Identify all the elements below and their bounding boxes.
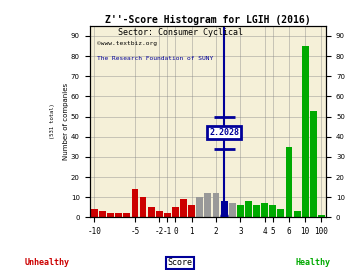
Bar	[237, 205, 244, 217]
Bar	[148, 207, 154, 217]
Text: The Research Foundation of SUNY: The Research Foundation of SUNY	[96, 56, 213, 62]
Text: Unhealthy: Unhealthy	[24, 258, 69, 267]
Text: (531 total): (531 total)	[50, 104, 55, 140]
Text: Healthy: Healthy	[296, 258, 331, 267]
Bar	[140, 197, 147, 217]
Bar	[302, 46, 309, 217]
Bar	[164, 213, 171, 217]
Bar	[107, 213, 114, 217]
Title: Z''-Score Histogram for LGIH (2016): Z''-Score Histogram for LGIH (2016)	[105, 15, 311, 25]
Bar	[131, 189, 138, 217]
Bar	[188, 205, 195, 217]
Bar	[156, 211, 163, 217]
Bar	[310, 110, 317, 217]
Bar	[229, 203, 236, 217]
Text: Sector: Consumer Cyclical: Sector: Consumer Cyclical	[117, 28, 243, 37]
Bar	[221, 201, 228, 217]
Bar	[245, 201, 252, 217]
Bar	[180, 199, 187, 217]
Text: 2.2028: 2.2028	[209, 128, 239, 137]
Bar	[99, 211, 106, 217]
Bar	[261, 203, 268, 217]
Bar	[269, 205, 276, 217]
Bar	[285, 147, 292, 217]
Text: ©www.textbiz.org: ©www.textbiz.org	[96, 41, 157, 46]
Bar	[212, 193, 220, 217]
Bar	[253, 205, 260, 217]
Bar	[196, 197, 203, 217]
Bar	[294, 211, 301, 217]
Bar	[123, 213, 130, 217]
Bar	[91, 209, 98, 217]
Bar	[278, 209, 284, 217]
Bar	[172, 207, 179, 217]
Bar	[318, 215, 325, 217]
Bar	[115, 213, 122, 217]
Y-axis label: Number of companies: Number of companies	[63, 83, 69, 160]
Text: Score: Score	[167, 258, 193, 267]
Bar	[204, 193, 211, 217]
